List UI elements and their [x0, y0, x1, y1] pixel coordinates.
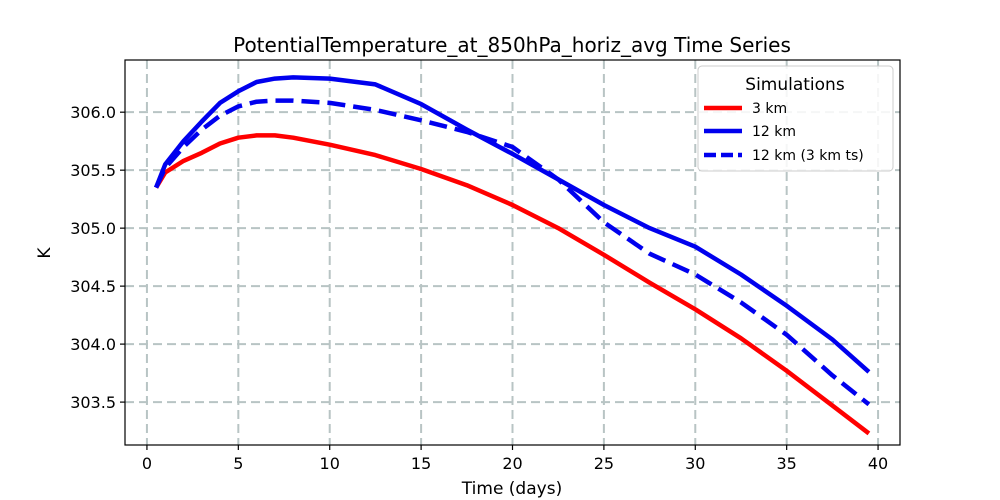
- x-tick-label: 0: [142, 454, 152, 473]
- x-tick-label: 30: [685, 454, 705, 473]
- legend-label-3km: 3 km: [752, 101, 787, 117]
- y-tick-label: 305.5: [70, 161, 116, 180]
- plot-area: [154, 75, 871, 436]
- y-tick-label: 303.5: [70, 393, 116, 412]
- legend-label-12km: 12 km: [752, 124, 796, 140]
- y-tick-label: 305.0: [70, 219, 116, 238]
- y-tick-label: 306.0: [70, 103, 116, 122]
- x-tick-label: 25: [594, 454, 614, 473]
- x-tick-label: 35: [776, 454, 796, 473]
- legend-frame: [697, 65, 894, 172]
- x-tick-label: 20: [502, 454, 522, 473]
- x-axis-label: Time (days): [461, 479, 562, 499]
- y-axis: 303.5 304.0 304.5 305.0 305.5 306.0: [70, 103, 125, 412]
- y-tick-label: 304.0: [70, 335, 116, 354]
- y-axis-label: K: [35, 247, 55, 259]
- legend-label-12km-3km-ts: 12 km (3 km ts): [752, 148, 864, 164]
- chart-title: PotentialTemperature_at_850hPa_horiz_avg…: [233, 33, 791, 57]
- series-line-3-km: [154, 133, 871, 436]
- legend-title: Simulations: [745, 75, 845, 95]
- y-tick-label: 304.5: [70, 277, 116, 296]
- x-tick-label: 10: [320, 454, 340, 473]
- series-line-12-km-3-km-ts: [154, 98, 871, 407]
- x-tick-label: 5: [233, 454, 243, 473]
- x-tick-label: 15: [411, 454, 431, 473]
- x-tick-label: 40: [868, 454, 888, 473]
- legend: Simulations 3 km 12 km 12 km (3 km ts): [697, 65, 894, 172]
- x-axis: 0 5 10 15 20 25 30 35 40: [142, 445, 888, 473]
- series-line-12-km: [154, 75, 871, 374]
